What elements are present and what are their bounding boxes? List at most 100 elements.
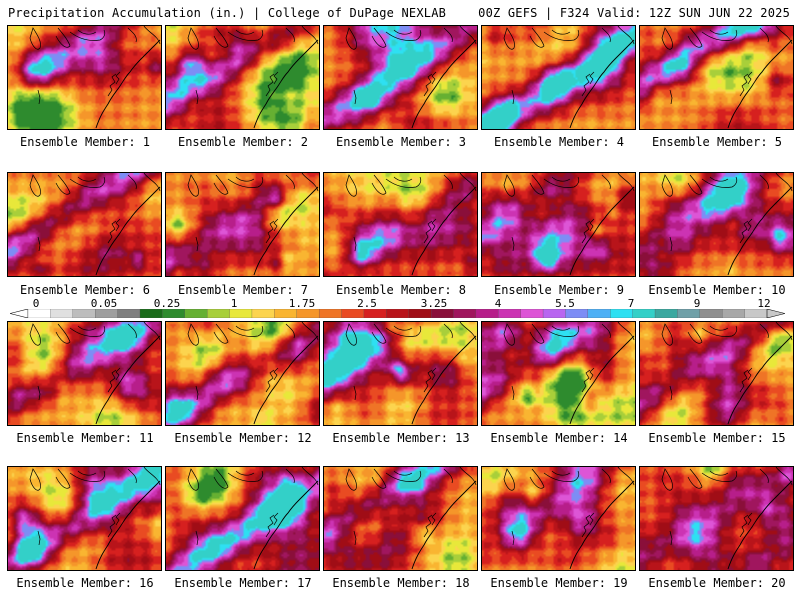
lake-outline — [29, 322, 161, 401]
lake-outline — [345, 467, 477, 546]
coastline — [95, 39, 161, 129]
ensemble-member-label: Ensemble Member: 3 — [335, 135, 467, 149]
precipitation-field — [482, 467, 635, 570]
coastline — [253, 186, 319, 276]
coastline — [95, 480, 161, 570]
page-title: Precipitation Accumulation (in.) | Colle… — [8, 6, 447, 20]
colorbar-swatch — [520, 309, 544, 318]
colorbar-swatch — [50, 309, 74, 318]
lake-outline — [345, 322, 477, 401]
precipitation-field — [8, 322, 161, 425]
colorbar-swatch — [341, 309, 365, 318]
colorbar-swatch — [274, 309, 298, 318]
colorbar-swatch — [27, 309, 51, 318]
ensemble-member-label: Ensemble Member: 4 — [493, 135, 625, 149]
coastline — [727, 335, 793, 425]
colorbar-swatch — [744, 309, 768, 318]
coastline — [411, 335, 477, 425]
ensemble-member-6-map — [7, 172, 162, 277]
map-outlines — [29, 467, 161, 570]
bay-outline — [739, 71, 753, 97]
lake-outline — [503, 26, 635, 105]
colorbar-swatch — [498, 309, 522, 318]
bay-outline — [581, 71, 595, 97]
bay-outline — [739, 512, 753, 538]
colorbar-tick-label: 4 — [494, 297, 502, 310]
precipitation-field — [324, 26, 477, 129]
ensemble-member-20-map — [639, 466, 794, 571]
precipitation-field — [8, 173, 161, 276]
ensemble-member-label: Ensemble Member: 5 — [651, 135, 783, 149]
bay-outline — [581, 218, 595, 244]
bay-outline — [265, 71, 279, 97]
bay-outline — [423, 218, 437, 244]
coastline — [253, 39, 319, 129]
ensemble-member-label: Ensemble Member: 2 — [177, 135, 309, 149]
bay-outline — [107, 71, 121, 97]
map-outlines — [187, 322, 319, 425]
ensemble-member-label: Ensemble Member: 14 — [490, 431, 628, 445]
map-outlines — [187, 467, 319, 570]
ensemble-member-5-map — [639, 25, 794, 130]
ensemble-member-label: Ensemble Member: 18 — [332, 576, 470, 590]
map-outlines — [661, 26, 793, 129]
colorbar-swatch — [610, 309, 634, 318]
ensemble-member-13-map — [323, 321, 478, 426]
ensemble-member-8-map — [323, 172, 478, 277]
map-outlines — [503, 467, 635, 570]
colorbar-swatch — [296, 309, 320, 318]
colorbar-tick-label: 2.5 — [357, 297, 377, 310]
colorbar-tick-label: 12 — [757, 297, 771, 310]
ensemble-member-label: Ensemble Member: 10 — [648, 283, 786, 297]
coastline — [569, 39, 635, 129]
ensemble-member-label: Ensemble Member: 16 — [16, 576, 154, 590]
lake-outline — [661, 467, 793, 546]
colorbar-tick-label: 1 — [230, 297, 238, 310]
map-outlines — [661, 322, 793, 425]
bay-outline — [423, 512, 437, 538]
precipitation-field — [640, 173, 793, 276]
colorbar-swatch — [722, 309, 746, 318]
precipitation-field — [8, 26, 161, 129]
colorbar-swatch — [207, 309, 230, 318]
coastline — [727, 39, 793, 129]
coastline — [253, 480, 319, 570]
ensemble-member-2-map — [165, 25, 320, 130]
ensemble-member-18-map — [323, 466, 478, 571]
bay-outline — [739, 367, 753, 393]
precipitation-field — [8, 467, 161, 570]
colorbar-swatch — [386, 309, 410, 318]
lake-outline — [187, 173, 319, 252]
lake-outline — [187, 26, 319, 105]
map-outlines — [345, 173, 477, 276]
coastline — [95, 335, 161, 425]
lake-outline — [345, 26, 477, 105]
colorbar-tick-label: 5.5 — [555, 297, 575, 310]
bay-outline — [107, 367, 121, 393]
precipitation-field — [324, 173, 477, 276]
precipitation-field — [482, 322, 635, 425]
colorbar-tick-label: 0.25 — [153, 297, 181, 310]
colorbar-tick-label: 9 — [693, 297, 701, 310]
map-outlines — [29, 26, 161, 129]
map-outlines — [187, 173, 319, 276]
valid-time: 00Z GEFS | F324 Valid: 12Z SUN JUN 22 20… — [478, 6, 790, 20]
lake-outline — [661, 26, 793, 105]
ensemble-member-16-map — [7, 466, 162, 571]
bay-outline — [265, 512, 279, 538]
colorbar-swatch — [430, 309, 454, 318]
colorbar-swatch — [453, 309, 477, 318]
ensemble-member-label: Ensemble Member: 12 — [174, 431, 312, 445]
colorbar-tick-label: 7 — [627, 297, 635, 310]
precipitation-field — [324, 467, 477, 570]
colorbar-swatch — [677, 309, 701, 318]
precipitation-field — [166, 173, 319, 276]
ensemble-member-11-map — [7, 321, 162, 426]
coastline — [727, 186, 793, 276]
ensemble-member-label: Ensemble Member: 11 — [16, 431, 154, 445]
lake-outline — [503, 173, 635, 252]
map-outlines — [503, 173, 635, 276]
colorbar-swatch — [542, 309, 566, 318]
lake-outline — [187, 467, 319, 546]
map-outlines — [503, 322, 635, 425]
